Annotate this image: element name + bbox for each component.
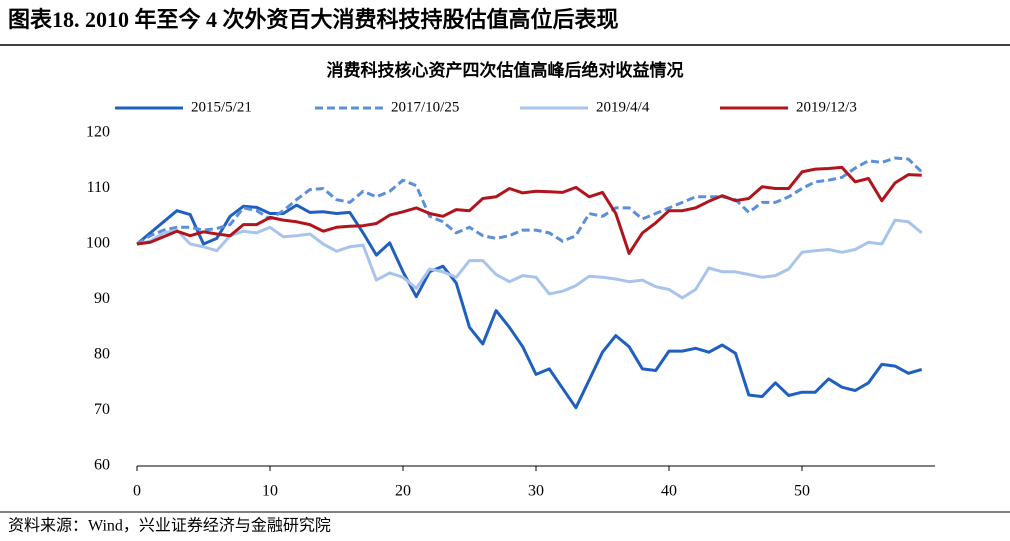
legend-label: 2019/12/3 bbox=[796, 99, 857, 115]
y-tick-label: 60 bbox=[94, 457, 110, 474]
series-line bbox=[136, 165, 922, 255]
x-tick-label: 10 bbox=[262, 483, 278, 500]
figure-title: 图表18. 2010 年至今 4 次外资百大消费科技持股估值高位后表现 bbox=[8, 7, 619, 32]
series-line bbox=[136, 203, 923, 410]
x-tick-label: 40 bbox=[661, 483, 677, 500]
legend-label: 2015/5/21 bbox=[191, 99, 252, 115]
y-tick-label: 70 bbox=[94, 401, 110, 418]
x-tick-label: 30 bbox=[528, 483, 544, 500]
x-tick-label: 0 bbox=[133, 483, 141, 500]
x-tick-label: 50 bbox=[794, 483, 810, 500]
series-line bbox=[136, 218, 923, 300]
y-tick-label: 80 bbox=[94, 346, 110, 363]
chart-title: 消费科技核心资产四次估值高峰后绝对收益情况 bbox=[327, 60, 684, 80]
y-tick-label: 110 bbox=[87, 179, 110, 196]
legend-label: 2019/4/4 bbox=[596, 99, 650, 115]
source: 资料来源：Wind，兴业证券经济与金融研究院 bbox=[8, 517, 331, 535]
legend-label: 2017/10/25 bbox=[391, 99, 459, 115]
y-tick-label: 90 bbox=[94, 290, 110, 307]
y-tick-label: 120 bbox=[86, 124, 110, 141]
x-tick-label: 20 bbox=[395, 483, 411, 500]
y-tick-label: 100 bbox=[86, 235, 110, 252]
